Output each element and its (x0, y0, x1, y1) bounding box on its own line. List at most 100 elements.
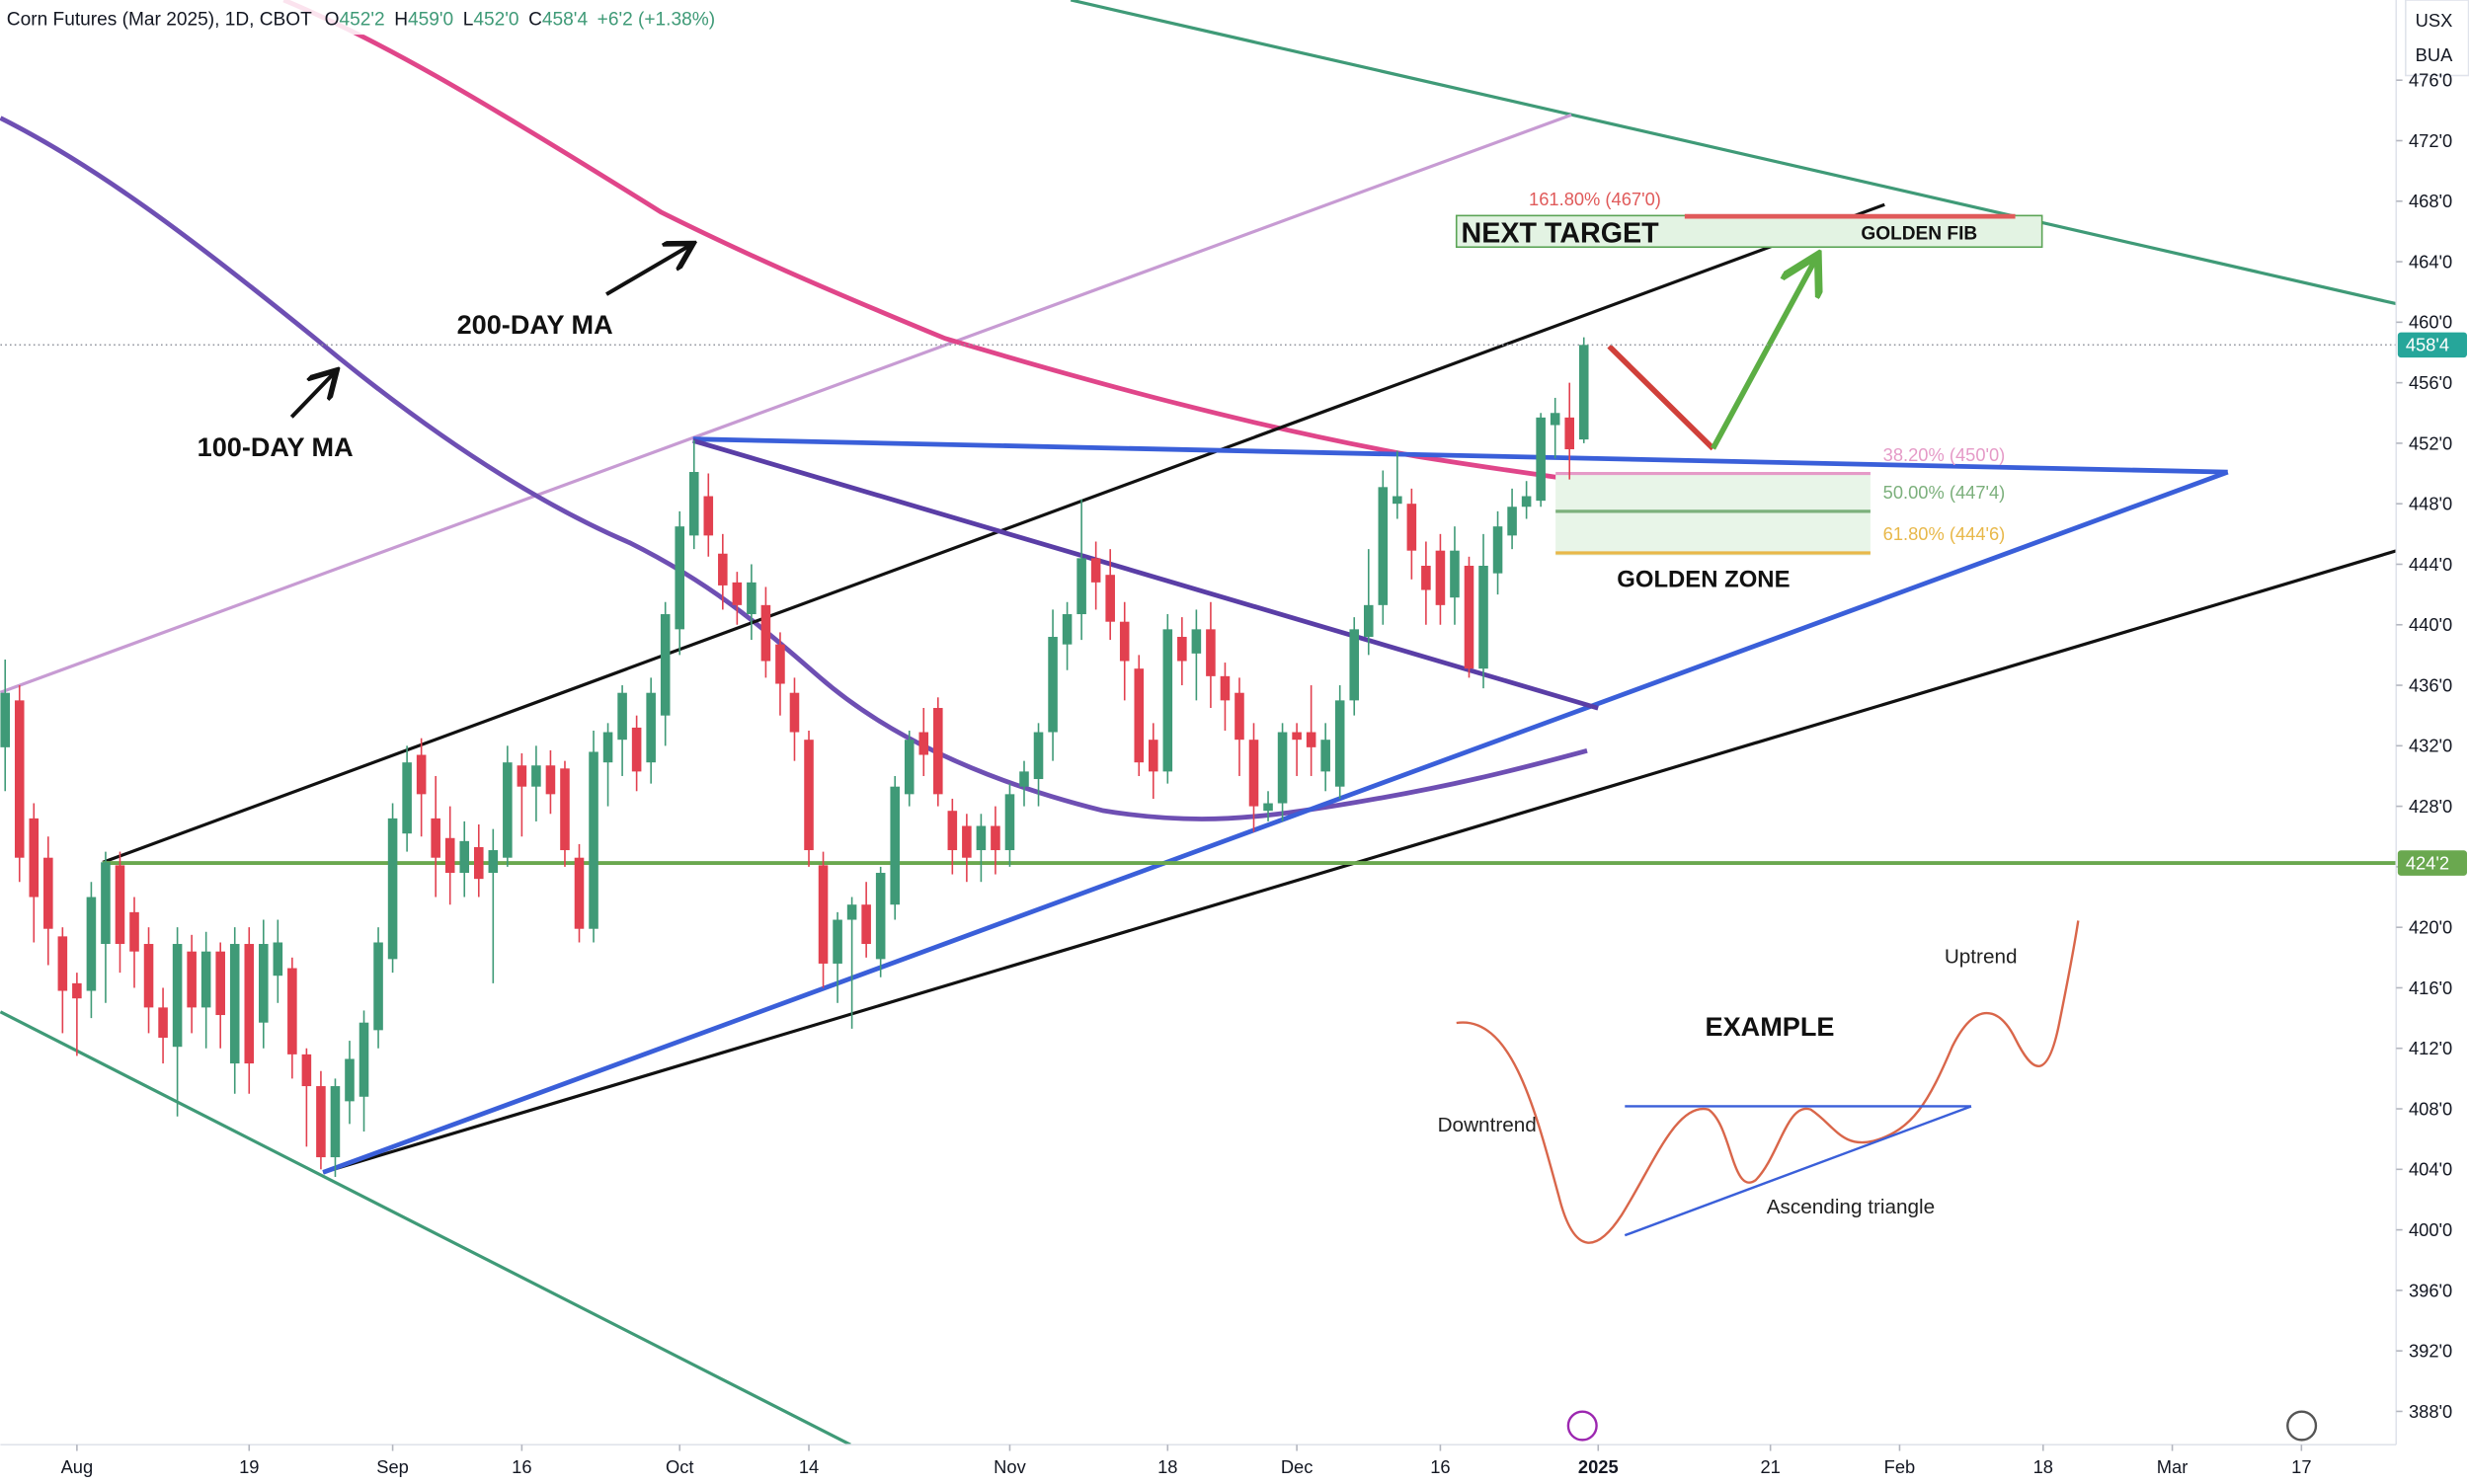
arrow (289, 373, 334, 419)
y-tick-label: 464'0 (2409, 251, 2452, 272)
candle-body (1507, 507, 1517, 536)
candle-body (1033, 732, 1044, 780)
x-tick-label: 19 (239, 1456, 259, 1477)
candle-body (387, 818, 398, 960)
replay-icon[interactable] (2286, 1410, 2318, 1442)
time-axis (0, 1445, 2469, 1484)
projection-down (1607, 344, 1715, 451)
candle-body (57, 936, 68, 991)
marks (0, 213, 2397, 1177)
y-tick-label: 460'0 (2409, 312, 2452, 333)
candle-body (330, 1086, 341, 1158)
y-tick-label: 432'0 (2409, 736, 2452, 756)
candle-body (1177, 637, 1187, 662)
candle-body (1393, 496, 1402, 505)
projection-up (1711, 260, 1816, 450)
candle-body (1550, 413, 1560, 426)
header: Corn Futures (Mar 2025), 1D, CBOT O452'2 H… (7, 10, 715, 31)
y-tick-label: 456'0 (2409, 372, 2452, 393)
candle-body (545, 765, 556, 795)
candle-body (1149, 740, 1158, 772)
candle-body (747, 582, 757, 615)
candle-body (760, 604, 771, 662)
candle-body (129, 911, 139, 952)
candle-body (1378, 487, 1389, 605)
candle-body (962, 825, 972, 858)
example-curve (1456, 920, 2080, 1244)
y-tick-label: 468'0 (2409, 191, 2452, 211)
zone-box (1555, 473, 1871, 556)
candle-body (345, 1058, 355, 1102)
annotation: EXAMPLE (1706, 1011, 1835, 1042)
candle-body (617, 692, 627, 741)
candle-body (589, 751, 598, 929)
candle-body (1478, 566, 1488, 669)
candle-body (890, 786, 900, 905)
candle-body (904, 740, 915, 795)
candle-body (1421, 566, 1431, 590)
candle-body (718, 553, 728, 586)
x-tick-label: 16 (1430, 1456, 1450, 1477)
candle-body (875, 873, 886, 960)
candle-body (273, 942, 283, 976)
x-tick-label: 21 (1760, 1456, 1780, 1477)
price-label: 424'2 (2406, 852, 2449, 873)
quote-value: 459'0 (408, 10, 453, 31)
channel-line (1070, 0, 2397, 306)
annotation: GOLDEN FIB (1861, 223, 1977, 244)
candle-body (244, 944, 255, 1064)
quote-key: H (394, 10, 408, 31)
annotation: GOLDEN ZONE (1617, 567, 1790, 593)
candle-body (115, 865, 125, 945)
candle-body (43, 857, 53, 929)
fib-label: 61.80% (444'6) (1883, 523, 2006, 544)
candle-body (1004, 794, 1015, 851)
candle-body (444, 837, 455, 874)
candle-body (316, 1086, 326, 1158)
fib-label: 50.00% (447'4) (1883, 482, 2006, 503)
candle-body (789, 692, 800, 733)
candle-body (1464, 566, 1474, 669)
y-tick-label: 472'0 (2409, 130, 2452, 151)
quote-value: 452'0 (473, 10, 518, 31)
candle-body (229, 944, 240, 1064)
candle-body (358, 1022, 369, 1097)
candle-body (991, 825, 1000, 851)
y-tick-label: 428'0 (2409, 796, 2452, 817)
candle-body (1306, 732, 1316, 747)
y-tick-label: 436'0 (2409, 674, 2452, 695)
candle-body (1450, 550, 1460, 598)
candle-body (1019, 771, 1029, 787)
triangle-line (322, 469, 2229, 1175)
candle-body (416, 754, 427, 795)
price-label: 458'4 (2406, 335, 2449, 355)
candle-body (1206, 629, 1216, 676)
candle-body (86, 897, 97, 991)
drawings (0, 0, 2397, 1446)
candle-body (459, 840, 470, 874)
candle-body (29, 818, 40, 898)
ma-200 (282, 0, 1588, 485)
quote-value: 458'4 (542, 10, 589, 31)
y-tick-label: 448'0 (2409, 494, 2452, 514)
channel-line (102, 202, 1885, 864)
candle-body (473, 846, 484, 880)
candle-body (488, 850, 499, 874)
candle-body (72, 982, 82, 999)
event-icon[interactable] (1566, 1410, 1598, 1442)
candle-body (259, 944, 269, 1023)
candle-body (846, 904, 857, 920)
y-tick-label: 404'0 (2409, 1159, 2452, 1180)
candle-body (1162, 629, 1173, 772)
triangle-line (692, 436, 2228, 475)
y-tick-label: 420'0 (2409, 917, 2452, 938)
trend-line (692, 437, 1599, 711)
candle-body (947, 811, 958, 851)
candle-body (215, 951, 225, 1016)
y-tick-label: 408'0 (2409, 1098, 2452, 1119)
x-tick-label: 18 (2033, 1456, 2053, 1477)
price-label-box (2397, 332, 2467, 358)
x-tick-label: 17 (2291, 1456, 2311, 1477)
